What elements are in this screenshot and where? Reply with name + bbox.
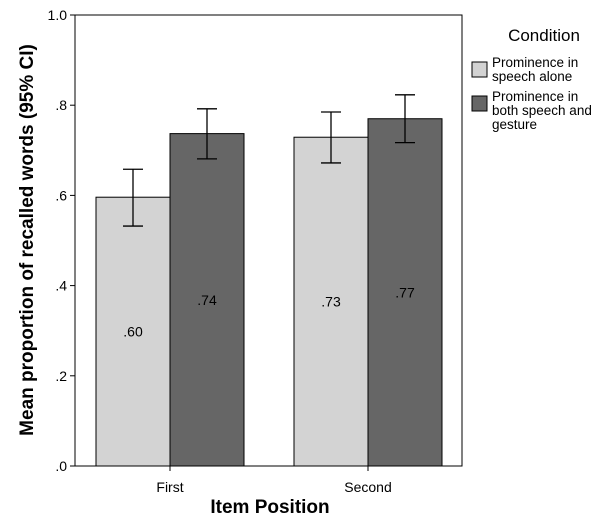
y-tick-label: .0 <box>55 458 67 474</box>
y-axis: .0 .2 .4 .6 .8 1.0 <box>48 7 75 474</box>
y-tick-label: .6 <box>55 187 67 203</box>
bar <box>169 133 245 467</box>
x-axis-title: Item Position <box>210 497 329 518</box>
bars-group: .60 .73 .74 .77 <box>95 94 443 467</box>
bar <box>95 196 171 467</box>
legend-label: speech alone <box>492 69 572 84</box>
x-tick-label: First <box>156 479 183 495</box>
y-tick-label: .4 <box>55 278 67 294</box>
data-label: .74 <box>197 292 217 308</box>
legend-label: both speech and <box>492 103 592 118</box>
legend-label: gesture <box>492 117 537 132</box>
y-tick-label: 1.0 <box>48 7 68 23</box>
y-tick-label: .2 <box>55 368 67 384</box>
legend-label: Prominence in <box>492 55 578 70</box>
data-label: .77 <box>395 284 415 300</box>
legend-swatch <box>471 61 488 78</box>
data-label: .73 <box>321 294 341 310</box>
legend-title: Condition <box>508 26 580 45</box>
bar <box>367 118 443 467</box>
legend-label: Prominence in <box>492 89 578 104</box>
y-tick-label: .8 <box>55 97 67 113</box>
bar <box>293 136 369 467</box>
x-tick-label: Second <box>344 479 391 495</box>
y-axis-title: Mean proportion of recalled words (95% C… <box>17 44 38 436</box>
x-axis: First Second <box>156 466 392 495</box>
legend-swatch <box>471 95 488 112</box>
data-label: .60 <box>123 324 143 340</box>
